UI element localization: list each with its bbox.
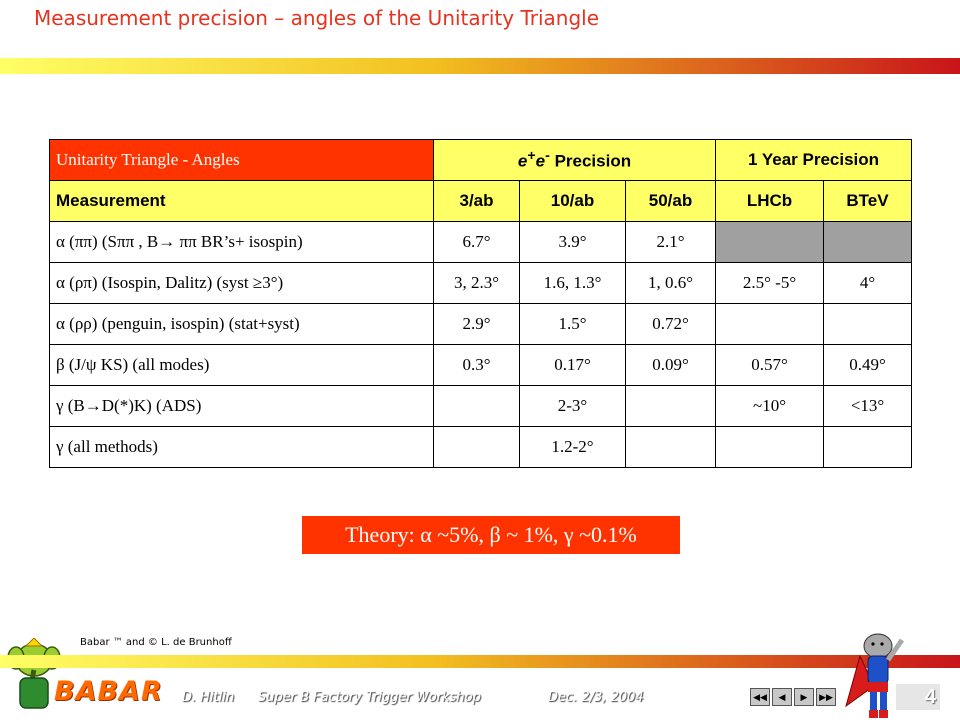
babar-logo: BABAR xyxy=(54,676,163,707)
table-cell xyxy=(715,221,825,263)
table-cell xyxy=(433,385,520,427)
table-cell: 2-3° xyxy=(519,385,626,427)
column-header: 10/ab xyxy=(519,180,626,222)
table-cell: 3.9° xyxy=(519,221,626,263)
prev-icon[interactable]: ◀ xyxy=(772,688,792,706)
table-cell: 2.1° xyxy=(624,221,717,263)
table-cell xyxy=(715,303,825,345)
unitarity-table: Unitarity Triangle - Angles e+e- Precisi… xyxy=(49,139,913,468)
slide-navigation: ◀◀ ◀ ▶ ▶▶ xyxy=(750,688,836,706)
superhero-mascot-icon xyxy=(845,633,905,718)
first-icon[interactable]: ◀◀ xyxy=(750,688,770,706)
row-label: β (J/ψ KS) (all modes) xyxy=(49,344,434,386)
table-header-row: Unitarity Triangle - Angles e+e- Precisi… xyxy=(49,139,913,181)
page-number: 4 xyxy=(896,684,940,710)
table-cell: 3, 2.3° xyxy=(433,262,520,304)
table-cell: 4° xyxy=(823,262,913,304)
theory-box: Theory: α ~5%, β ~ 1%, γ ~0.1% xyxy=(302,516,680,554)
top-gradient-bar xyxy=(0,58,960,74)
bottom-gradient-bar xyxy=(0,655,960,668)
row-label: γ (B→D(*)K) (ADS) xyxy=(49,385,434,427)
table-cell: 0.49° xyxy=(823,344,913,386)
table-cell xyxy=(624,385,717,427)
table-row: γ (all methods) 1.2-2° xyxy=(49,426,913,468)
table-cell: 0.3° xyxy=(433,344,520,386)
column-header: 50/ab xyxy=(624,180,717,222)
table-cell: 1.2-2° xyxy=(519,426,626,468)
credit-text: Babar ™ and © L. de Brunhoff xyxy=(80,637,232,648)
table-row: β (J/ψ KS) (all modes) 0.3° 0.17° 0.09° … xyxy=(49,344,913,386)
table-row: α (ρρ) (penguin, isospin) (stat+syst) 2.… xyxy=(49,303,913,345)
table-title: Unitarity Triangle - Angles xyxy=(49,139,434,181)
footer-author: D. Hitlin xyxy=(182,690,235,705)
column-header: LHCb xyxy=(715,180,825,222)
column-header: BTeV xyxy=(823,180,913,222)
table-cell: 2.9° xyxy=(433,303,520,345)
year-precision-header: 1 Year Precision xyxy=(715,139,913,181)
table-row: α (ππ) (Sππ , B→ ππ BR’s+ isospin) 6.7° … xyxy=(49,221,913,263)
table-column-row: Measurement 3/ab 10/ab 50/ab LHCb BTeV xyxy=(49,180,913,222)
ee-precision-header: e+e- Precision xyxy=(432,139,717,181)
table-cell: 2.5° -5° xyxy=(715,262,825,304)
table-cell: ~10° xyxy=(715,385,825,427)
slide-title: Measurement precision – angles of the Un… xyxy=(34,6,600,30)
table-cell xyxy=(823,426,913,468)
table-cell: <13° xyxy=(823,385,913,427)
table-cell xyxy=(823,303,913,345)
row-label: α (ππ) (Sππ , B→ ππ BR’s+ isospin) xyxy=(49,221,434,263)
table-cell xyxy=(823,221,913,263)
table-cell: 6.7° xyxy=(433,221,520,263)
measurement-header: Measurement xyxy=(49,180,434,222)
footer-date: Dec. 2/3, 2004 xyxy=(548,690,644,705)
table-row: γ (B→D(*)K) (ADS) 2-3° ~10° <13° xyxy=(49,385,913,427)
table-cell xyxy=(433,426,520,468)
footer-event: Super B Factory Trigger Workshop xyxy=(258,690,481,705)
table-cell: 1, 0.6° xyxy=(624,262,717,304)
row-label: α (ρρ) (penguin, isospin) (stat+syst) xyxy=(49,303,434,345)
table-cell: 1.5° xyxy=(519,303,626,345)
table-cell: 0.57° xyxy=(715,344,825,386)
table-row: α (ρπ) (Isospin, Dalitz) (syst ≥3°) 3, 2… xyxy=(49,262,913,304)
table-cell xyxy=(624,426,717,468)
table-cell: 1.6, 1.3° xyxy=(519,262,626,304)
table-cell: 0.17° xyxy=(519,344,626,386)
table-cell: 0.09° xyxy=(624,344,717,386)
table-cell xyxy=(715,426,825,468)
row-label: α (ρπ) (Isospin, Dalitz) (syst ≥3°) xyxy=(49,262,434,304)
next-icon[interactable]: ▶ xyxy=(794,688,814,706)
row-label: γ (all methods) xyxy=(49,426,434,468)
column-header: 3/ab xyxy=(433,180,520,222)
table-cell: 0.72° xyxy=(624,303,717,345)
last-icon[interactable]: ▶▶ xyxy=(816,688,836,706)
